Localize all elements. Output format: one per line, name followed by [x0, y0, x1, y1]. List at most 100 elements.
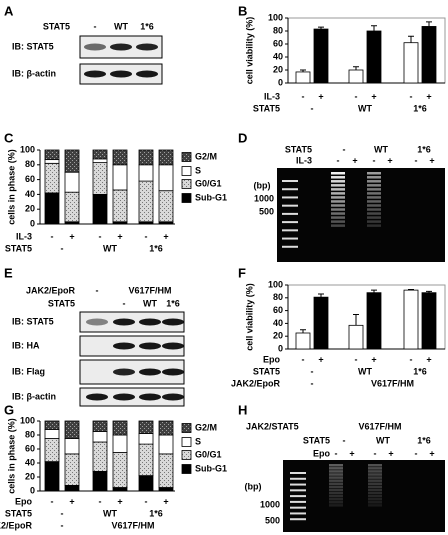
- lane-label: -: [343, 144, 346, 154]
- legend-swatch: [181, 179, 192, 189]
- line-label: JAK2/EpoR: [0, 520, 32, 530]
- line-group-label: V617F/HM: [371, 378, 414, 388]
- x-category-label: -: [61, 508, 64, 518]
- y-tick-label: 40: [273, 51, 283, 61]
- bar-segment: [64, 453, 80, 486]
- ladder-band: [290, 489, 306, 492]
- band: [162, 368, 184, 376]
- lane-label: +: [429, 448, 434, 458]
- blot-header-label: STAT5: [48, 298, 75, 308]
- bar-segment: [112, 434, 128, 453]
- band: [86, 393, 108, 401]
- dna-smear: [368, 485, 382, 489]
- x-category-label: 1*6: [413, 366, 427, 376]
- y-tick-label: 60: [273, 38, 283, 48]
- dna-smear: [367, 176, 381, 179]
- error-bar: [426, 21, 432, 27]
- treatment-sign: +: [371, 354, 376, 364]
- group-label: STAT5: [5, 243, 32, 253]
- dna-smear: [368, 473, 382, 476]
- lane-label: -: [374, 448, 377, 458]
- bar-segment: [112, 487, 128, 492]
- treatment-sign: -: [99, 231, 102, 241]
- panel-letter: A: [4, 3, 14, 18]
- y-tick-label: 20: [25, 204, 35, 214]
- lane-label: WT: [143, 298, 157, 308]
- y-tick-label: 100: [20, 415, 35, 425]
- lane-label: -: [94, 21, 97, 31]
- band: [86, 318, 108, 326]
- band: [84, 70, 106, 78]
- y-tick-label: 20: [25, 471, 35, 481]
- bar-segment: [64, 191, 80, 223]
- bar-segment: [92, 441, 108, 472]
- dna-smear: [329, 497, 343, 501]
- dna-smear: [331, 188, 345, 191]
- ladder-band: [290, 518, 306, 521]
- dna-smear: [329, 494, 343, 498]
- dna-smear: [367, 216, 381, 219]
- bar-segment: [44, 438, 60, 463]
- y-tick-label: 100: [20, 144, 35, 154]
- bar-segment: [44, 159, 60, 164]
- ladder-band: [290, 506, 306, 509]
- gel-header-label: STAT5: [303, 435, 330, 445]
- line-group-label: -: [311, 378, 314, 388]
- bar-segment: [44, 420, 60, 430]
- blot-row-label: IB: β-actin: [12, 68, 56, 78]
- bar-segment: [64, 438, 80, 455]
- panel-letter: H: [238, 402, 247, 417]
- bar-segment: [64, 149, 80, 173]
- ladder-band: [290, 483, 306, 486]
- dna-smear: [368, 494, 382, 498]
- dna-smear: [367, 196, 381, 199]
- dna-smear: [331, 220, 345, 223]
- band: [84, 43, 106, 51]
- y-tick-label: 60: [25, 174, 35, 184]
- dna-smear: [329, 491, 343, 495]
- ladder-band: [282, 212, 298, 215]
- x-category-label: 1*6: [413, 103, 427, 113]
- error-bar: [408, 35, 414, 43]
- dna-smear: [368, 476, 382, 479]
- lane-label: WT: [374, 144, 388, 154]
- dna-smear: [331, 208, 345, 211]
- treatment-sign: +: [318, 91, 323, 101]
- lane-label: -: [337, 155, 340, 165]
- bar: [295, 332, 311, 350]
- gel-header-label: STAT5: [285, 144, 312, 154]
- size-marker: 1000: [260, 499, 280, 509]
- dna-smear: [367, 184, 381, 187]
- band: [139, 393, 161, 401]
- plot-frame: [40, 421, 175, 491]
- legend-label: Sub-G1: [195, 192, 227, 202]
- dna-smear: [368, 470, 382, 473]
- band: [113, 393, 135, 401]
- dna-smear: [329, 488, 343, 492]
- ladder-band: [282, 229, 298, 232]
- error-bar: [353, 66, 359, 70]
- bar-segment: [158, 453, 174, 488]
- plot-frame: [287, 284, 446, 350]
- bar: [403, 289, 419, 350]
- bar-segment: [158, 420, 174, 436]
- error-bar: [318, 293, 324, 298]
- treatment-sign: +: [117, 231, 122, 241]
- treatment-sign: +: [318, 354, 323, 364]
- treatment-sign: +: [163, 496, 168, 506]
- bar-segment: [44, 461, 60, 492]
- lane-label: -: [123, 298, 126, 308]
- treatment-sign: -: [355, 91, 358, 101]
- lane-label: +: [387, 155, 392, 165]
- band: [139, 368, 161, 376]
- error-bar: [426, 290, 432, 293]
- bar-segment: [138, 164, 154, 182]
- lane-label: V617F/HM: [358, 421, 401, 431]
- plot-frame: [40, 150, 175, 224]
- bar-segment: [138, 475, 154, 492]
- ladder-band: [282, 196, 298, 199]
- legend-swatch: [181, 166, 192, 176]
- dna-smear: [367, 188, 381, 191]
